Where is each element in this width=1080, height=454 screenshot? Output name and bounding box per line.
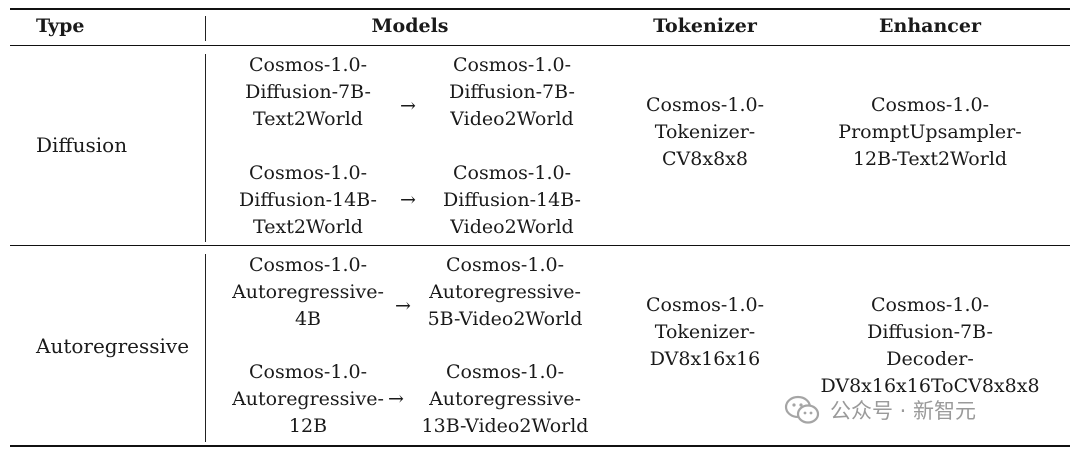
diffusion-divider (205, 54, 206, 242)
header-type: Type (36, 15, 85, 37)
enhancer-cell: Cosmos-1.0- PromptUpsampler- 12B-Text2Worl… (838, 94, 1022, 170)
model-to: Cosmos-1.0- Diffusion-14B- Video2World (443, 162, 581, 238)
model-to: Cosmos-1.0- Autoregressive- 5B-Video2World (427, 254, 583, 330)
enhancer-cell: Cosmos-1.0- Diffusion-7B- Decoder- DV8x16x1… (820, 294, 1040, 397)
model-from: Cosmos-1.0- Autoregressive- 12B (232, 361, 384, 437)
tokenizer-cell: Cosmos-1.0- Tokenizer- DV8x16x16 (646, 294, 764, 370)
arrow-icon: → (388, 388, 404, 410)
top-rule (10, 8, 1070, 10)
wechat-icon (784, 395, 820, 425)
row-type-autoregressive: Autoregressive (36, 334, 190, 358)
model-from: Cosmos-1.0- Autoregressive- 4B (232, 254, 384, 330)
header-tokenizer: Tokenizer (653, 15, 757, 37)
row-separator (10, 245, 1070, 246)
row-type-diffusion: Diffusion (36, 133, 128, 157)
header-models: Models (371, 15, 449, 37)
arrow-icon: → (400, 95, 416, 117)
autoregressive-divider (205, 254, 206, 442)
watermark-text: 公众号 · 新智元 (830, 399, 977, 423)
header-divider (205, 16, 206, 41)
header-enhancer: Enhancer (879, 15, 981, 37)
arrow-icon: → (395, 295, 411, 317)
watermark: 公众号 · 新智元 (784, 392, 976, 428)
tokenizer-cell: Cosmos-1.0- Tokenizer- CV8x8x8 (646, 94, 764, 170)
header-rule (10, 45, 1070, 46)
model-from: Cosmos-1.0- Diffusion-14B- Text2World (239, 162, 377, 238)
model-to: Cosmos-1.0- Diffusion-7B- Video2World (449, 54, 575, 130)
arrow-icon: → (400, 189, 416, 211)
model-to: Cosmos-1.0- Autoregressive- 13B-Video2Worl… (421, 361, 589, 437)
bottom-rule (10, 445, 1070, 447)
model-from: Cosmos-1.0- Diffusion-7B- Text2World (245, 54, 371, 130)
